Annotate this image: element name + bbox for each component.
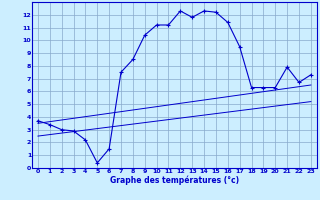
- X-axis label: Graphe des températures (°c): Graphe des températures (°c): [110, 175, 239, 185]
